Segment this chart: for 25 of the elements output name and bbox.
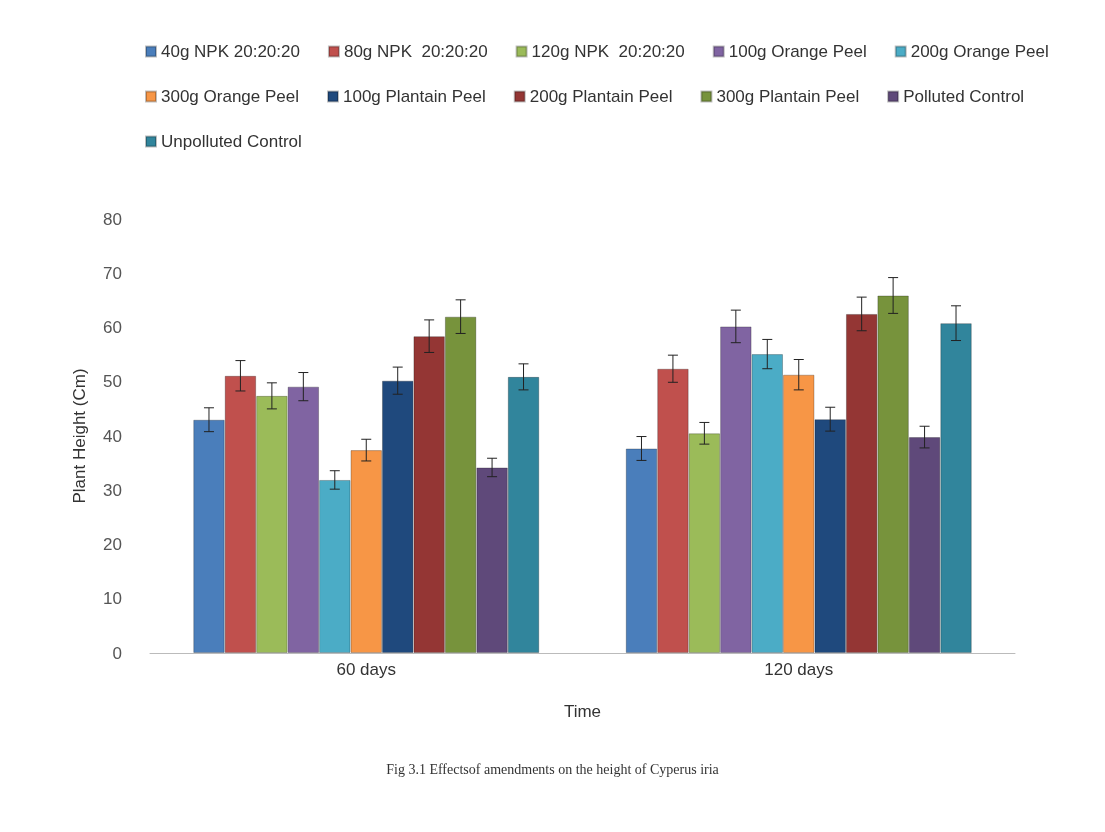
x-tick-label: 120 days — [764, 660, 834, 679]
y-tick-label: 10 — [103, 589, 122, 609]
legend-label: 100g Plantain Peel — [342, 87, 486, 106]
y-axis-title: Plant Height (Cm) — [70, 368, 89, 504]
legend-label: 100g Orange Peel — [728, 42, 867, 61]
y-tick-label: 0 — [112, 643, 122, 663]
legend-label: Unpolluted Control — [161, 132, 302, 151]
legend-label: 40g NPK 20:20:20 — [161, 42, 300, 61]
legend-label: 120g NPK 20:20:20 — [531, 42, 685, 61]
y-tick-label: 80 — [103, 209, 122, 229]
legend-label: 300g Plantain Peel — [716, 87, 860, 106]
x-axis-title: Time — [563, 702, 602, 721]
x-tick-label: 60 days — [336, 660, 397, 679]
y-tick-label: 20 — [103, 535, 122, 554]
caption: Fig 3.1 Effectsof amendments on the height of Cyperus iria — [386, 761, 720, 777]
y-tick-label: 70 — [103, 263, 122, 283]
y-tick-label: 50 — [103, 372, 122, 392]
y-tick-label: 40 — [103, 426, 122, 446]
legend-label: 300g Orange Peel — [161, 87, 299, 106]
legend-label: Polluted Control — [903, 87, 1025, 106]
y-tick-label: 30 — [103, 480, 122, 500]
legend-label: 200g Plantain Peel — [529, 87, 673, 106]
legend-label: 80g NPK 20:20:20 — [343, 42, 488, 61]
y-tick-label: 60 — [103, 318, 122, 337]
legend-label: 200g Orange Peel — [910, 42, 1049, 61]
